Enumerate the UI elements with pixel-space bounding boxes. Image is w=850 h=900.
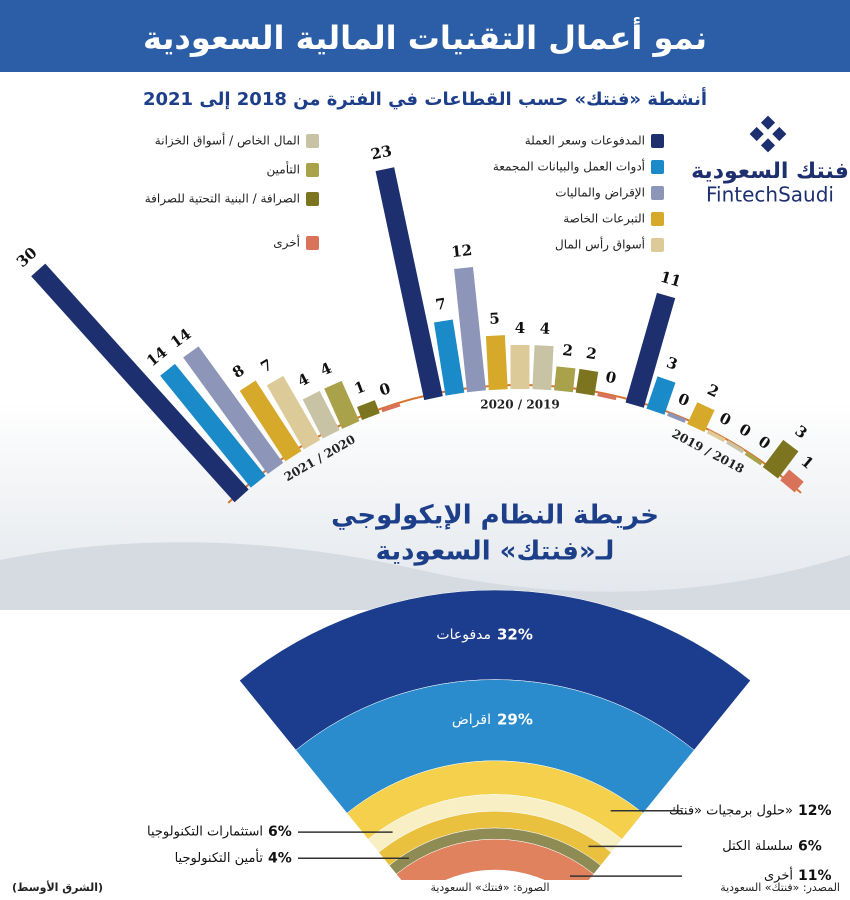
bar-value-label: 4 bbox=[515, 319, 525, 337]
legend-label: التبرعات الخاصة bbox=[563, 212, 645, 227]
legend-label: أخرى bbox=[273, 235, 300, 251]
footer-image: الصورة: «فنتك» السعودية bbox=[430, 881, 549, 894]
bar-value-label: 11 bbox=[658, 268, 683, 291]
band-value: 11% bbox=[798, 868, 832, 884]
bar bbox=[554, 366, 576, 393]
bar bbox=[646, 376, 676, 415]
legend-label: أسواق رأس المال bbox=[555, 237, 645, 253]
legend-label: المدفوعات وسعر العملة bbox=[525, 134, 645, 149]
bar bbox=[532, 345, 554, 391]
band-value: 32% bbox=[497, 625, 533, 643]
bar-value-label: 4 bbox=[539, 319, 550, 338]
bar bbox=[597, 392, 617, 401]
bar-value-label: 12 bbox=[450, 241, 473, 261]
band-value: 4% bbox=[268, 850, 292, 866]
band-name: تأمين التكنولوجيا bbox=[175, 848, 264, 866]
bar-value-label: 23 bbox=[369, 142, 393, 164]
legend-swatch bbox=[306, 192, 319, 206]
band-value: 6% bbox=[268, 824, 292, 840]
bar bbox=[375, 167, 443, 401]
bar bbox=[780, 469, 804, 493]
bar-value-label: 2 bbox=[562, 341, 574, 360]
band-name: مدفوعات bbox=[436, 627, 491, 643]
header-bar bbox=[0, 0, 850, 72]
bar bbox=[625, 292, 676, 408]
bar bbox=[160, 363, 266, 488]
bar bbox=[433, 319, 465, 396]
period-label: 2020 / 2019 bbox=[480, 398, 560, 412]
legend-label: أدوات العمل والبيانات المجمعة bbox=[493, 159, 645, 175]
bar bbox=[706, 429, 726, 443]
bar bbox=[687, 402, 715, 432]
logo-ar: فنتك السعودية bbox=[691, 159, 849, 184]
bar-value-label: 2 bbox=[585, 344, 598, 363]
bar bbox=[302, 390, 340, 439]
bar bbox=[31, 263, 249, 503]
logo: فنتك السعودية FintechSaudi bbox=[691, 115, 849, 207]
bar-value-label: 5 bbox=[489, 309, 500, 328]
bar bbox=[239, 380, 302, 462]
band-value: 6% bbox=[798, 838, 822, 854]
legend-label: التأمين bbox=[267, 161, 300, 178]
chart-title: أنشطة «فنتك» حسب القطاعات في الفترة من 2… bbox=[143, 87, 707, 110]
bar bbox=[357, 400, 380, 421]
legend-swatch bbox=[651, 134, 664, 148]
bar bbox=[667, 412, 687, 423]
bar bbox=[726, 440, 745, 454]
bar bbox=[324, 380, 360, 429]
legend-label: الصرافة / البنية التحتية للصرافة bbox=[145, 192, 300, 207]
legend-swatch bbox=[651, 212, 664, 226]
bar bbox=[381, 402, 401, 413]
legend-swatch bbox=[306, 236, 319, 250]
wave bbox=[0, 542, 850, 610]
band-name: استثمارات التكنولوجيا bbox=[147, 825, 263, 840]
legend-swatch bbox=[651, 238, 664, 252]
bar bbox=[485, 335, 508, 391]
fan bbox=[239, 589, 751, 880]
bar bbox=[266, 375, 321, 450]
band-name: سلسلة الكتل bbox=[722, 839, 793, 854]
logo-en: FintechSaudi bbox=[706, 183, 834, 207]
legend-label: المال الخاص / أسواق الخزانة bbox=[155, 133, 300, 149]
legend-swatch bbox=[306, 163, 319, 177]
fan-title: خريطة النظام الإيكولوجي bbox=[331, 501, 659, 531]
band-name: حلول برمجيات «فنتك» bbox=[669, 803, 793, 818]
bar-value-label: 0 bbox=[604, 368, 618, 388]
legend-swatch bbox=[651, 186, 664, 200]
header-title: نمو أعمال التقنيات المالية السعودية bbox=[143, 17, 707, 57]
fan-subtitle: لـ«فنتك» السعودية bbox=[376, 537, 615, 567]
bar-value-label: 7 bbox=[434, 295, 447, 314]
legend-label: الإقراض والماليات bbox=[555, 186, 645, 201]
band-value: 29% bbox=[497, 711, 533, 729]
footer-source: المصدر: «فنتك» السعودية bbox=[720, 881, 840, 894]
footer-credit: (الشرق الأوسط) bbox=[12, 880, 103, 894]
bar bbox=[575, 368, 599, 396]
legend-swatch bbox=[306, 134, 319, 148]
bar bbox=[744, 451, 763, 466]
band-name: اقراض bbox=[452, 712, 491, 728]
bar bbox=[183, 346, 284, 475]
band-value: 12% bbox=[798, 803, 832, 819]
band-name: أخرى bbox=[764, 867, 793, 884]
legend-swatch bbox=[651, 160, 664, 174]
bar bbox=[454, 266, 486, 393]
bar bbox=[762, 439, 799, 479]
